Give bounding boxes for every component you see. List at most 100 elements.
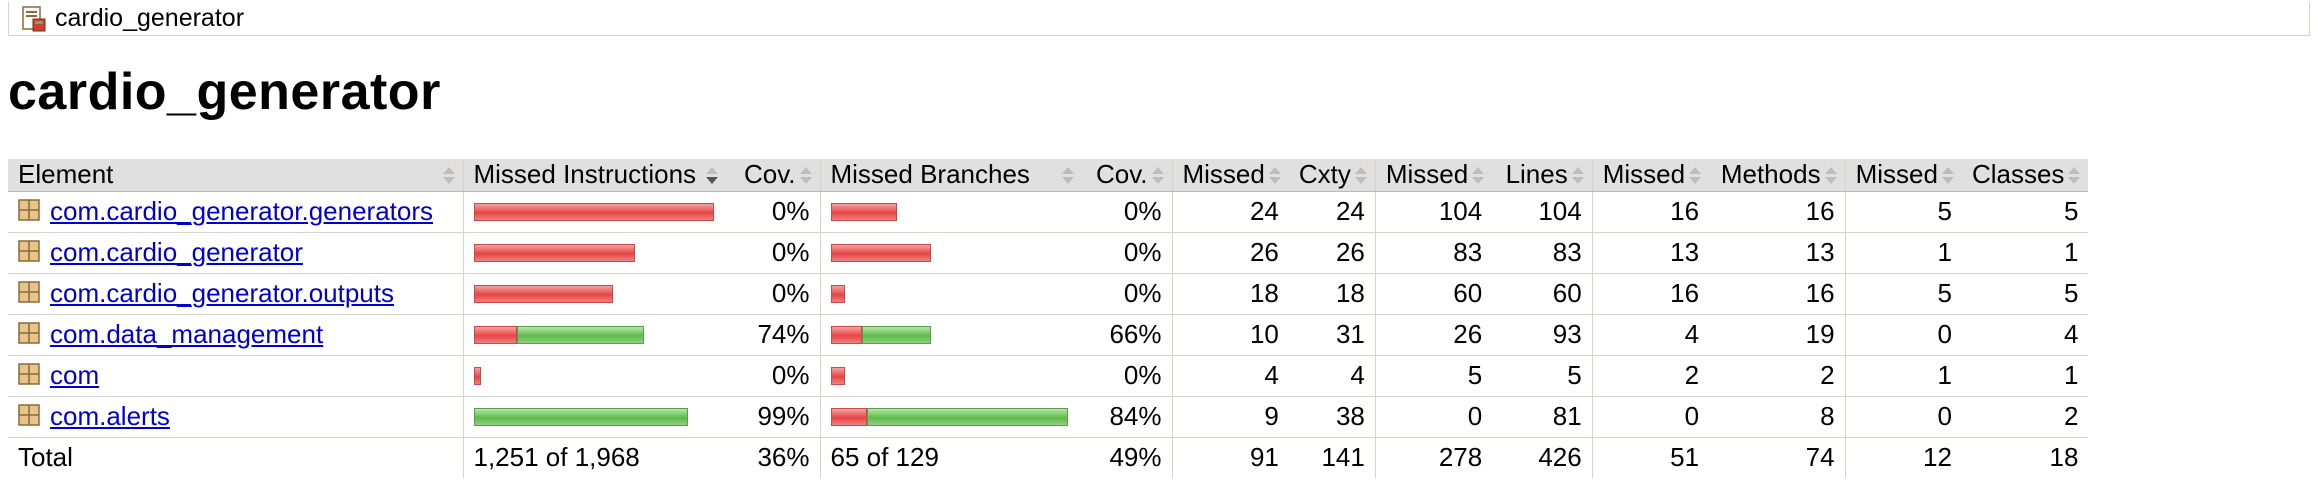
methods-cell: 8: [1709, 396, 1846, 438]
classes-cell: 1: [1961, 232, 2089, 274]
missed-bar-segment: [830, 366, 845, 385]
missed-branches-cell: [819, 191, 1082, 233]
element-cell: com.cardio_generator.outputs: [8, 273, 463, 315]
table-row: com.cardio_generator.outputs 0% 0% 18 18 60 60…: [8, 273, 2089, 315]
missed-methods-cell: 16: [1591, 191, 1710, 233]
missed-bar-segment: [830, 243, 931, 262]
missed-bar-segment: [830, 202, 897, 221]
header-missed-methods[interactable]: Missed: [1591, 159, 1710, 192]
classes-cell: 5: [1961, 191, 2089, 233]
header-missed-instructions[interactable]: Missed Instructions: [462, 159, 726, 192]
header-missed-complexity[interactable]: Missed: [1171, 159, 1289, 192]
header-missed-branches[interactable]: Missed Branches: [819, 159, 1082, 192]
lines-cell: 60: [1492, 273, 1593, 315]
sort-icon: [1571, 167, 1584, 185]
sort-icon: [1472, 167, 1485, 185]
missed-lines-cell: 26: [1374, 314, 1493, 356]
missed-instructions-cell: [462, 314, 726, 356]
coverage-bar: [830, 325, 1073, 344]
total-complexity: 141: [1321, 442, 1365, 473]
coverage-bar: [473, 284, 717, 303]
lines-cell: 81: [1492, 396, 1593, 438]
sort-icon: [1941, 167, 1954, 185]
table-row: com.data_management 74% 66% 10 31 26 93 4 19 0 4: [8, 314, 2089, 356]
missed-complexity-cell: 26: [1171, 232, 1289, 274]
package-link[interactable]: com: [50, 360, 100, 390]
package-icon: [18, 361, 44, 387]
missed-classes-cell: 0: [1844, 396, 1962, 438]
header-methods[interactable]: Methods: [1709, 159, 1846, 192]
report-icon: [21, 5, 47, 32]
header-missed-classes[interactable]: Missed: [1844, 159, 1962, 192]
total-missed-lines: 278: [1374, 437, 1493, 478]
coverage-bar: [830, 366, 1073, 385]
header-missed-lines[interactable]: Missed: [1374, 159, 1493, 192]
missed-bar-segment: [830, 284, 845, 303]
package-link[interactable]: com.cardio_generator.outputs: [50, 278, 394, 308]
covered-bar-segment: [861, 325, 931, 344]
table-row: com.cardio_generator 0% 0% 26 26 83 83 13 13 1 1: [8, 232, 2089, 274]
missed-branches-cell: [819, 396, 1082, 438]
coverage-bar: [473, 202, 717, 221]
missed-complexity-cell: 4: [1171, 355, 1289, 397]
header-complexity[interactable]: Cxty: [1288, 159, 1376, 192]
total-classes: 18: [2049, 442, 2079, 473]
instructions-coverage-cell: 0%: [726, 355, 820, 397]
sort-icon: [1062, 167, 1074, 185]
header-element[interactable]: Element: [8, 159, 463, 192]
element-cell: com: [8, 355, 463, 397]
package-icon: [18, 320, 44, 346]
package-link[interactable]: com.cardio_generator.generators: [50, 196, 434, 226]
missed-instructions-cell: [462, 273, 726, 315]
branches-coverage-cell: 0%: [1082, 232, 1172, 274]
coverage-bar: [473, 325, 717, 344]
total-row: Total 1,251 of 1,968 36% 65 of 129 49% 9…: [8, 437, 2088, 478]
missed-complexity-cell: 24: [1171, 191, 1289, 233]
missed-classes-cell: 5: [1844, 191, 1962, 233]
methods-cell: 19: [1709, 314, 1846, 356]
coverage-bar: [830, 202, 1073, 221]
complexity-cell: 26: [1288, 232, 1376, 274]
breadcrumb-label: cardio_generator: [55, 4, 245, 32]
lines-cell: 83: [1492, 232, 1593, 274]
header-branches-coverage[interactable]: Cov.: [1082, 159, 1172, 192]
table-row: com.alerts 99% 84% 9 38 0 81 0 8 0 2: [8, 396, 2089, 438]
header-classes[interactable]: Classes: [1961, 159, 2089, 192]
classes-cell: 2: [1961, 396, 2089, 438]
missed-branches-cell: [819, 314, 1082, 356]
header-lines[interactable]: Lines: [1492, 159, 1593, 192]
package-link[interactable]: com.alerts: [50, 401, 170, 431]
table-row: com 0% 0% 4 4 5 5 2 2 1 1: [8, 355, 2089, 397]
package-icon: [18, 238, 44, 264]
missed-methods-cell: 4: [1591, 314, 1710, 356]
coverage-bar: [830, 407, 1073, 426]
package-link[interactable]: com.data_management: [50, 319, 324, 349]
element-cell: com.data_management: [8, 314, 463, 356]
header-instructions-coverage[interactable]: Cov.: [726, 159, 820, 192]
missed-lines-cell: 0: [1374, 396, 1493, 438]
branches-coverage-cell: 0%: [1082, 355, 1172, 397]
complexity-cell: 31: [1288, 314, 1376, 356]
complexity-cell: 38: [1288, 396, 1376, 438]
missed-instructions-cell: [462, 355, 726, 397]
total-label: Total: [18, 442, 73, 473]
breadcrumb: cardio_generator: [8, 2, 2310, 36]
element-cell: com.alerts: [8, 396, 463, 438]
missed-classes-cell: 1: [1844, 232, 1962, 274]
sort-icon: [1268, 167, 1281, 185]
missed-instructions-cell: [462, 191, 726, 233]
sort-icon: [799, 167, 812, 185]
package-link[interactable]: com.cardio_generator: [50, 237, 303, 267]
page-title: cardio_generator: [8, 63, 441, 121]
element-cell: com.cardio_generator.generators: [8, 191, 463, 233]
methods-cell: 2: [1709, 355, 1846, 397]
branches-coverage-cell: 0%: [1082, 191, 1172, 233]
package-icon: [18, 279, 44, 305]
package-icon: [18, 197, 44, 223]
package-icon: [18, 402, 44, 428]
branches-coverage-cell: 66%: [1082, 314, 1172, 356]
sort-icon: [1824, 167, 1837, 185]
missed-complexity-cell: 10: [1171, 314, 1289, 356]
total-branches: 65 of 129: [819, 437, 1082, 478]
sort-icon: [1151, 167, 1164, 185]
